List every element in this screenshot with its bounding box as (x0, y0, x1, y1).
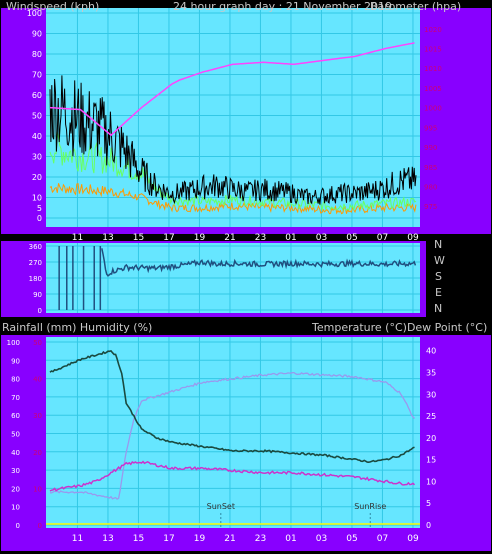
top-x-tick-label: 11 (72, 233, 83, 243)
humidity-line (49, 371, 415, 500)
bottom-x-tick-label: 13 (102, 534, 113, 544)
direction-tick-label: 90 (33, 291, 42, 299)
direction-tick-label: 0 (38, 307, 42, 315)
rainfall-tick-label: 40 (33, 376, 42, 384)
humidity-tick-label: 70 (11, 394, 20, 402)
windspeed-header: Windspeed (kph) (6, 0, 100, 13)
humidity-tick-label: 30 (11, 467, 20, 475)
sunset-label: SunSet (207, 502, 235, 511)
wind-tick-label: 100 (27, 9, 42, 18)
bottom-x-tick-label: 23 (255, 534, 266, 544)
barometer-tick-label: 995 (424, 124, 437, 132)
rain-humidity-header: Rainfall (mm) Humidity (%) (2, 321, 153, 334)
wind-tick-label: 30 (32, 153, 42, 162)
bottom-x-tick-label: 05 (346, 534, 357, 544)
bottom-x-tick-label: 11 (72, 534, 83, 544)
sunrise-label: SunRise (354, 502, 386, 511)
temperature-tick-label: 15 (426, 456, 436, 465)
temp-dewpoint-header: Temperature (°C)Dew Point (°C) (312, 321, 488, 334)
humidity-tick-label: 60 (11, 412, 20, 420)
top-x-tick-label: 17 (163, 233, 174, 243)
wind-tick-label: 60 (32, 91, 42, 100)
wind-tick-label: 40 (32, 132, 42, 141)
barometer-tick-label: 975 (424, 203, 437, 211)
humidity-tick-label: 0 (16, 522, 20, 530)
top-x-tick-label: 07 (377, 233, 388, 243)
direction-label-n-bottom: N (434, 302, 443, 315)
wind-tick-label: 5 (37, 204, 42, 213)
temperature-tick-label: 5 (426, 499, 431, 508)
bottom-x-tick-label: 19 (194, 534, 206, 544)
direction-tick-label: 360 (29, 243, 42, 251)
barometer-tick-label: 1020 (424, 26, 442, 34)
humidity-tick-label: 20 (11, 485, 20, 493)
temperature-line (49, 349, 415, 464)
wind-direction-line (101, 248, 417, 277)
bottom-x-tick-label: 01 (285, 534, 296, 544)
humidity-tick-label: 50 (11, 431, 20, 439)
wind-tick-label: 20 (32, 173, 42, 182)
wind-average-line (49, 132, 417, 212)
top-x-tick-label: 09 (407, 233, 419, 243)
wind-tick-label: 0 (37, 214, 42, 223)
bottom-x-tick-label: 09 (407, 534, 419, 544)
graph-title: 24 hour graph day : 21 November 2019 (173, 0, 393, 13)
top-x-tick-label: 13 (102, 233, 113, 243)
temperature-tick-label: 30 (426, 390, 436, 399)
temperature-tick-label: 40 (426, 347, 436, 356)
direction-label-w: W (434, 254, 445, 267)
direction-label-n-top: N (434, 238, 443, 251)
bottom-x-tick-label: 03 (316, 534, 327, 544)
temperature-tick-label: 35 (426, 369, 436, 378)
top-x-tick-label: 05 (346, 233, 357, 243)
top-x-tick-label: 23 (255, 233, 266, 243)
rainfall-tick-label: 0 (38, 522, 42, 530)
top-x-tick-label: 15 (133, 233, 144, 243)
temperature-tick-label: 0 (426, 521, 431, 530)
barometer-line (49, 42, 415, 137)
wind-gust-line (49, 75, 417, 205)
humidity-tick-label: 100 (7, 339, 20, 347)
direction-label-e: E (435, 286, 442, 299)
direction-label-s: S (435, 270, 442, 283)
top-x-tick-label: 03 (316, 233, 327, 243)
bottom-plot-area (46, 337, 420, 528)
humidity-tick-label: 40 (11, 449, 20, 457)
barometer-header: Barometer (hpa) (370, 0, 462, 13)
rainfall-tick-label: 30 (33, 412, 42, 420)
barometer-tick-label: 985 (424, 164, 437, 172)
barometer-tick-label: 1000 (424, 105, 442, 113)
barometer-tick-label: 1010 (424, 65, 442, 73)
top-x-tick-label: 21 (224, 233, 235, 243)
top-x-tick-label: 19 (194, 233, 206, 243)
direction-tick-label: 180 (29, 275, 42, 283)
direction-tick-label: 270 (29, 259, 42, 267)
temperature-tick-label: 25 (426, 412, 436, 421)
barometer-tick-label: 990 (424, 144, 437, 152)
rainfall-tick-label: 20 (33, 449, 42, 457)
barometer-tick-label: 1015 (424, 45, 442, 53)
bottom-x-tick-label: 21 (224, 534, 235, 544)
wind-tick-label: 70 (32, 71, 42, 80)
wind-low-line (49, 183, 417, 215)
bottom-x-tick-label: 17 (163, 534, 174, 544)
wind-tick-label: 90 (32, 30, 42, 39)
top-x-tick-label: 01 (285, 233, 296, 243)
humidity-tick-label: 80 (11, 376, 20, 384)
rainfall-tick-label: 50 (33, 339, 42, 347)
wind-tick-label: 50 (32, 112, 42, 121)
rainfall-tick-label: 10 (33, 485, 42, 493)
bottom-x-tick-label: 07 (377, 534, 388, 544)
temperature-tick-label: 20 (426, 434, 436, 443)
barometer-tick-label: 980 (424, 183, 437, 191)
bottom-x-tick-label: 15 (133, 534, 144, 544)
humidity-tick-label: 10 (11, 504, 20, 512)
humidity-tick-label: 90 (11, 357, 20, 365)
temperature-tick-label: 10 (426, 477, 436, 486)
wind-tick-label: 80 (32, 50, 42, 59)
dew-point-line (49, 460, 416, 492)
barometer-tick-label: 1005 (424, 85, 442, 93)
wind-tick-label: 10 (32, 194, 42, 203)
